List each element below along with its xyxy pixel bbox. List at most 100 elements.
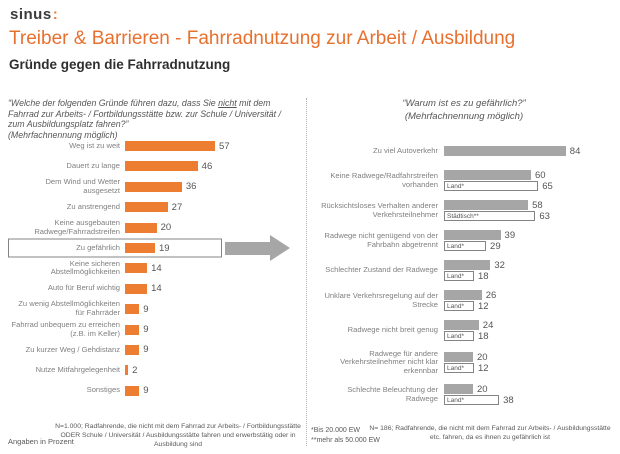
arrow-shaft	[225, 241, 270, 255]
left-question-underlined: nicht	[218, 98, 237, 108]
overall-bar	[444, 320, 479, 331]
right-question-line1: “Warum ist es zu gefährlich?”	[402, 98, 526, 109]
overall-bar-line: 60	[444, 170, 614, 181]
value-label: 46	[201, 160, 213, 172]
right-panel: “Warum ist es zu gefährlich?” (Mehrfachn…	[314, 98, 614, 414]
value-label: 57	[219, 140, 230, 152]
category-label: Schlechter Zustand der Radwege	[325, 265, 438, 275]
category-label: Zu wenig Abstellmöglichkeiten für Fahrrä…	[18, 299, 120, 318]
value-label: 63	[539, 210, 550, 222]
bar-group: 39 Land* 29	[444, 230, 614, 252]
bar	[125, 385, 140, 396]
bar	[125, 222, 157, 233]
category-label: Radwege für andere Verkehrsteilnehmer ni…	[340, 348, 438, 376]
overall-bar-line: 58	[444, 200, 614, 211]
right-bar-row: Zu viel Autoverkehr 84	[314, 146, 614, 157]
overall-bar-line: 20	[444, 384, 614, 395]
right-question-line2: (Mehrfachnennung möglich)	[404, 110, 524, 122]
overall-bar-line: 24	[444, 320, 614, 331]
footnote-star1: *Bis 20.000 EW	[311, 427, 361, 434]
footnote-right-n: N= 186; Radfahrende, die nicht mit dem F…	[369, 425, 611, 441]
left-panel: “Welche der folgenden Gründe führen dazu…	[8, 98, 306, 401]
left-bar-row: Sonstiges 9	[8, 381, 306, 401]
bar-group: 32 Land* 18	[444, 260, 614, 282]
bar	[125, 181, 182, 192]
subgroup-bar: Städtisch**	[444, 211, 536, 222]
left-bar-row: Weg ist zu weit 57	[8, 136, 306, 156]
category-label: Sonstiges	[86, 385, 120, 395]
bar	[125, 243, 156, 254]
bar-group: 20 Land* 12	[444, 352, 614, 374]
bar-group: 58 Städtisch** 63	[444, 200, 614, 222]
slide-title: Treiber & Barrieren - Fahrradnutzung zur…	[9, 28, 516, 49]
bar-group: 24 Land* 18	[444, 320, 614, 342]
category-label: Dem Wind und Wetter ausgesetzt	[45, 177, 120, 195]
bar-group: 20 Land* 38	[444, 384, 614, 406]
category-label: Fahrrad unbequem zu erreichen (z.B. im K…	[11, 319, 121, 338]
value-label: 18	[478, 330, 489, 342]
logo-colon: :	[52, 6, 59, 23]
category-label: Dauert zu lange	[66, 161, 120, 171]
right-bar-row: Keine Radwege/Radfahrstreifen vorhanden 6…	[314, 170, 614, 192]
right-bar-row: Radwege nicht genügend von der Fahrbahn …	[314, 230, 614, 252]
category-label: Zu gefährlich	[76, 242, 120, 252]
right-bar-row: Radwege für andere Verkehrsteilnehmer ni…	[314, 348, 614, 376]
subgroup-bar-label: Land*	[447, 396, 464, 404]
subgroup-bar-line: Land* 18	[444, 271, 614, 282]
footnote-stars: *Bis 20.000 EW **mehr als 50.000 EW	[311, 426, 380, 446]
value-label: 18	[478, 270, 489, 282]
overall-bar	[444, 352, 473, 363]
value-label: 14	[151, 262, 162, 274]
footnote-left-n: N=1.000; Radfahrende, die nicht mit dem …	[55, 423, 301, 448]
value-label: 20	[477, 383, 488, 395]
value-label: 38	[503, 394, 514, 406]
left-bar-row: Dauert zu lange 46	[8, 156, 306, 176]
overall-bar	[444, 146, 566, 157]
subgroup-bar-line: Land* 65	[444, 181, 614, 192]
footnote-angaben: Angaben in Prozent	[8, 437, 74, 446]
subgroup-bar-line: Land* 38	[444, 395, 614, 406]
subgroup-bar: Land*	[444, 181, 539, 192]
right-chart: Zu viel Autoverkehr 84 Keine Radwege/Radfa…	[314, 146, 614, 406]
subgroup-bar: Land*	[444, 331, 474, 342]
category-label: Keine Radwege/Radfahrstreifen vorhanden	[330, 170, 438, 189]
subgroup-bar: Land*	[444, 241, 487, 252]
category-label: Radwege nicht breit genug	[347, 325, 438, 335]
left-bar-row: Nutze Mitfahrgelegenheit 2	[8, 360, 306, 380]
left-bar-row: Zu anstrengend 27	[8, 197, 306, 217]
left-question-post: mit dem Fahrrad zur Arbeits- / Fortbildu…	[8, 98, 281, 130]
value-label: 9	[143, 344, 149, 356]
sinus-logo: sinus:	[10, 6, 58, 23]
bar	[125, 283, 148, 294]
right-bar-row: Radwege nicht breit genug 24 Land* 18	[314, 320, 614, 342]
bar	[125, 263, 148, 274]
overall-bar	[444, 384, 473, 395]
category-label: Unklare Verkehrsregelung auf der Strecke	[324, 290, 438, 309]
left-question: “Welche der folgenden Gründe führen dazu…	[8, 98, 292, 141]
category-label: Rücksichtsloses Verhalten anderer Verkeh…	[321, 200, 438, 219]
overall-bar	[444, 230, 501, 241]
left-bar-row: Zu kurzer Weg / Gehdistanz 9	[8, 340, 306, 360]
overall-bar	[444, 260, 491, 271]
bar	[125, 141, 216, 152]
subgroup-bar-line: Land* 12	[444, 301, 614, 312]
overall-bar	[444, 200, 529, 211]
right-question: “Warum ist es zu gefährlich?” (Mehrfachn…	[314, 98, 614, 124]
overall-bar-line: 84	[444, 146, 614, 157]
value-label: 19	[159, 242, 170, 254]
vertical-dotted-divider	[306, 98, 307, 446]
category-label: Zu anstrengend	[66, 201, 120, 211]
value-label: 27	[171, 201, 183, 213]
overall-bar-line: 20	[444, 352, 614, 363]
value-label: 12	[478, 300, 489, 312]
value-label: 65	[542, 180, 553, 192]
value-label: 2	[132, 364, 138, 376]
value-label: 39	[504, 229, 516, 241]
subgroup-bar-label: Land*	[447, 182, 464, 190]
value-label: 26	[485, 289, 497, 301]
right-bar-row: Unklare Verkehrsregelung auf der Strecke…	[314, 290, 614, 312]
subgroup-bar-line: Land* 18	[444, 331, 614, 342]
subgroup-bar: Land*	[444, 363, 474, 374]
arrow-head	[270, 235, 290, 262]
